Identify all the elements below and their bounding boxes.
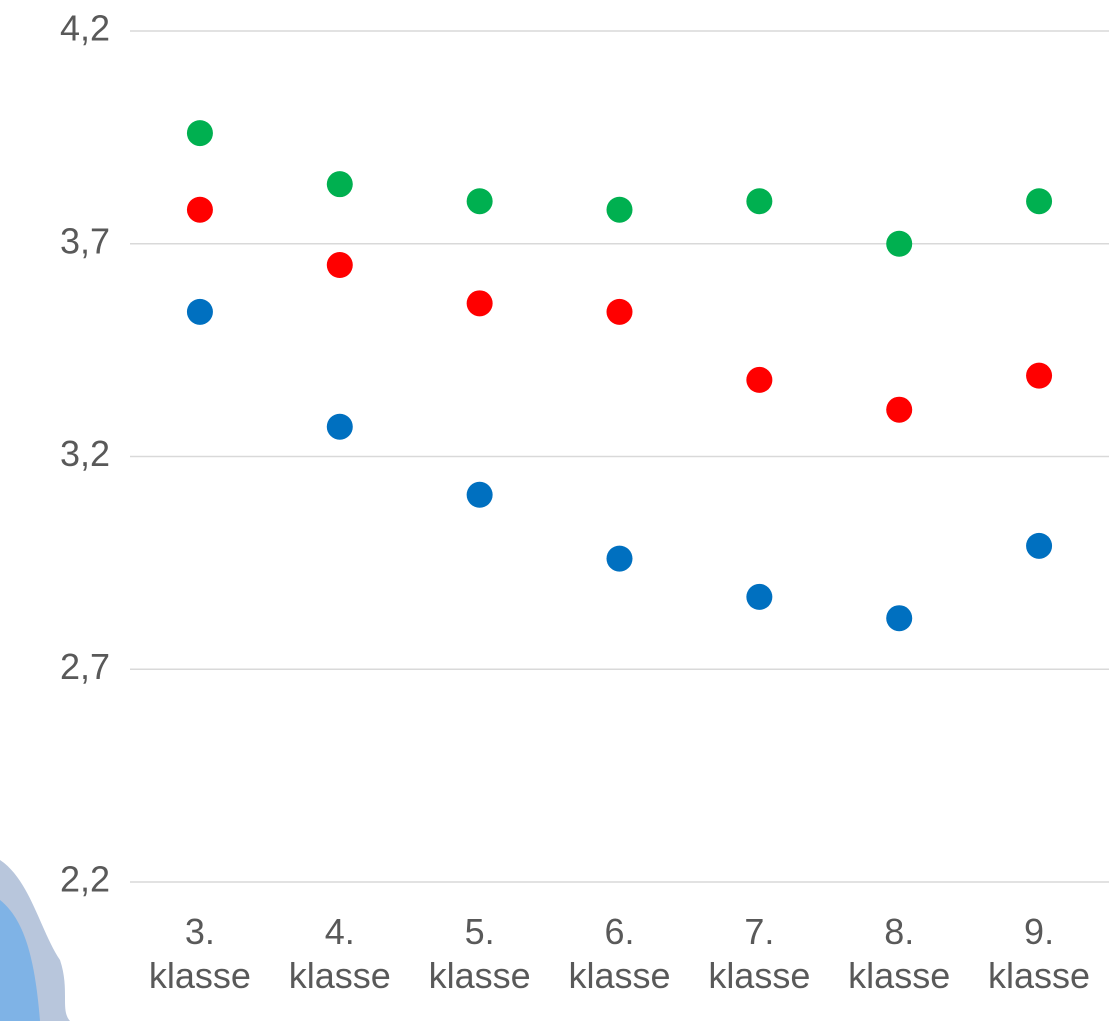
x-tick-label: 9. klasse — [988, 911, 1091, 996]
x-tick-label: 6. klasse — [568, 911, 671, 996]
dot — [886, 605, 913, 632]
dot — [466, 481, 493, 508]
y-tick-label: 2,2 — [60, 859, 110, 900]
dot — [1026, 188, 1053, 215]
y-tick-label: 3,2 — [60, 433, 110, 474]
decoration — [0, 900, 40, 1021]
x-tick-label: 7. klasse — [708, 911, 811, 996]
dot — [606, 298, 633, 325]
dot — [886, 230, 913, 257]
dot — [186, 298, 213, 325]
y-tick-label: 2,7 — [60, 646, 110, 687]
x-tick-label: 5. klasse — [428, 911, 531, 996]
x-tick-label: 8. klasse — [848, 911, 951, 996]
dot — [326, 413, 353, 440]
dot — [746, 366, 773, 393]
dot — [886, 396, 913, 423]
dot — [186, 120, 213, 147]
dot — [186, 196, 213, 223]
dot — [606, 196, 633, 223]
dot — [746, 188, 773, 215]
dot — [746, 583, 773, 610]
dot — [326, 171, 353, 198]
dot — [606, 545, 633, 572]
dot — [466, 290, 493, 317]
y-tick-label: 4,2 — [60, 8, 110, 49]
dot — [1026, 362, 1053, 389]
dot — [466, 188, 493, 215]
x-tick-label: 4. klasse — [288, 911, 391, 996]
dot — [1026, 532, 1053, 559]
x-tick-label: 3. klasse — [148, 911, 251, 996]
y-tick-label: 3,7 — [60, 220, 110, 261]
dot — [326, 252, 353, 279]
